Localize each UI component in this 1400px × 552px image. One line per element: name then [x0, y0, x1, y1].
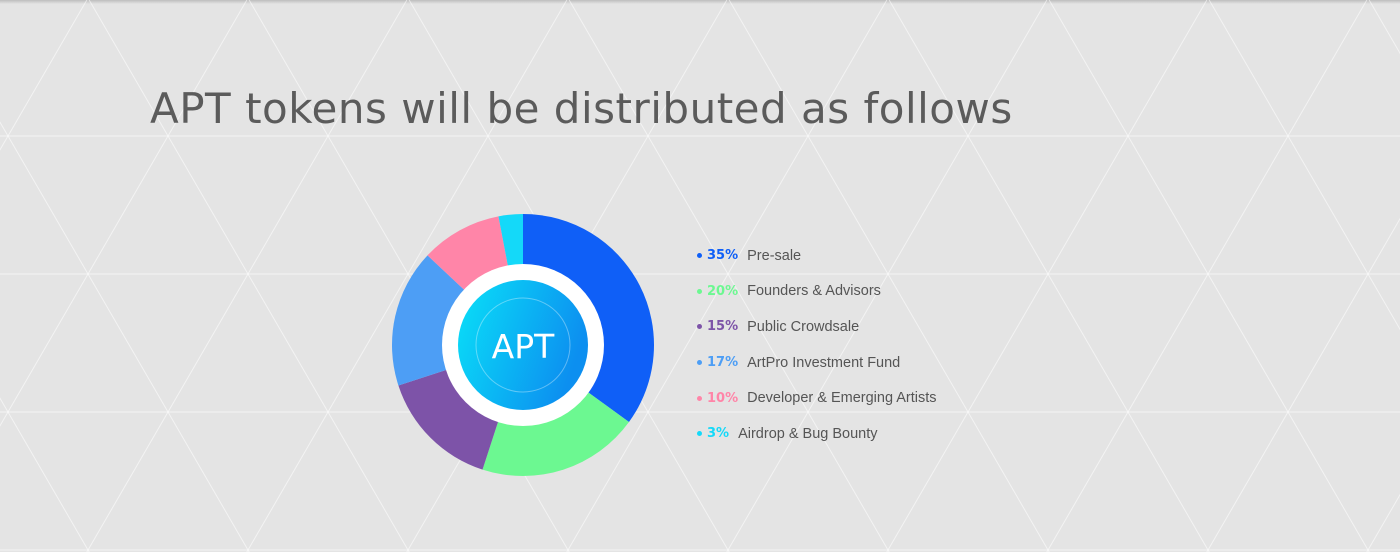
legend-bullet-icon	[697, 431, 702, 437]
legend-bullet-icon	[697, 288, 702, 294]
legend-percentage: 20%	[707, 283, 739, 299]
legend-item: 17% ArtPro Investment Fund	[694, 345, 937, 381]
legend-label: ArtPro Investment Fund	[747, 354, 901, 371]
legend-bullet-icon	[697, 360, 702, 366]
legend-label: Pre-sale	[747, 247, 802, 264]
chart-legend: 35% Pre-sale 20% Founders & Advisors 15% Publ…	[694, 238, 937, 452]
legend-item: 10% Developer & Emerging Artists	[694, 380, 937, 416]
legend-percentage: 35%	[707, 248, 739, 264]
legend-label: Public Crowdsale	[747, 318, 860, 335]
legend-bullet-icon	[697, 253, 702, 259]
legend-label: Developer & Emerging Artists	[747, 390, 937, 407]
legend-item: 35% Pre-sale	[694, 238, 937, 274]
donut-chart: APT	[391, 214, 654, 477]
legend-label: Founders & Advisors	[747, 283, 881, 300]
donut-center-disc	[458, 280, 588, 410]
legend-percentage: 3%	[707, 426, 730, 442]
donut-center-label: APT	[492, 327, 555, 366]
legend-bullet-icon	[697, 324, 702, 330]
legend-percentage: 15%	[707, 319, 739, 335]
legend-percentage: 10%	[707, 390, 739, 406]
legend-bullet-icon	[697, 395, 702, 401]
legend-label: Airdrop & Bug Bounty	[738, 425, 878, 442]
donut-center-ring	[475, 297, 571, 393]
top-shadow	[0, 0, 1400, 4]
page-title: APT tokens will be distributed as follow…	[150, 84, 1013, 133]
legend-item: 15% Public Crowdsale	[694, 309, 937, 345]
legend-item: 3% Airdrop & Bug Bounty	[694, 416, 937, 452]
legend-percentage: 17%	[707, 355, 739, 371]
legend-item: 20% Founders & Advisors	[694, 274, 937, 310]
